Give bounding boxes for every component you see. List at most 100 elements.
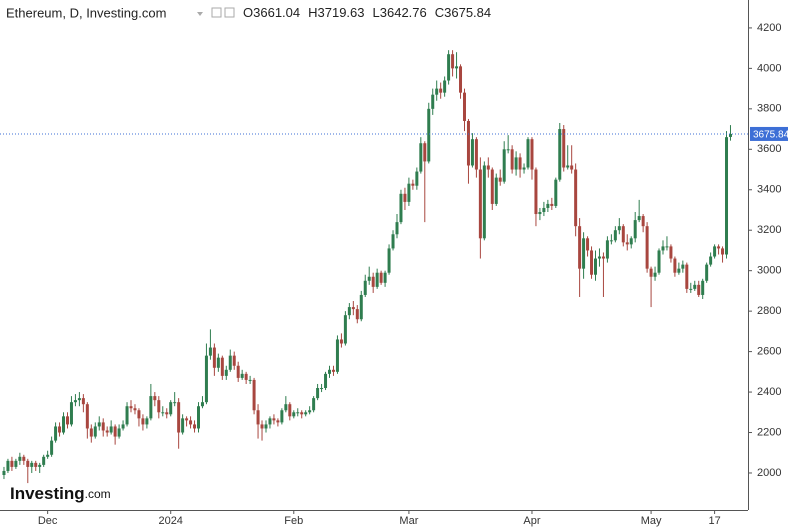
candle-body xyxy=(613,230,617,241)
candle-body xyxy=(137,410,141,419)
candle-body xyxy=(10,460,14,467)
y-tick-label: 2800 xyxy=(757,305,781,317)
settings-icon[interactable] xyxy=(224,7,235,18)
candle-body xyxy=(399,193,403,223)
candle-body xyxy=(653,272,657,277)
candle-body xyxy=(331,369,335,372)
candle-body xyxy=(288,404,292,417)
watermark: Investing.com xyxy=(10,484,111,503)
candle-body xyxy=(526,139,530,168)
candle-body xyxy=(26,460,30,467)
candle-body xyxy=(272,418,276,421)
candle-body xyxy=(403,193,407,202)
candle-body xyxy=(252,379,256,411)
candle-body xyxy=(637,216,641,221)
candle-body xyxy=(494,177,498,204)
candle-body xyxy=(455,66,459,69)
ohlc-value: 3642.76 xyxy=(380,5,427,20)
x-tick-label: Apr xyxy=(523,515,540,527)
candle-body xyxy=(534,169,538,215)
candle-body xyxy=(669,246,673,259)
candle-body xyxy=(419,143,423,172)
settings-icon[interactable] xyxy=(211,7,222,18)
candle-body xyxy=(89,428,93,437)
candle-body xyxy=(339,339,343,344)
candle-body xyxy=(54,426,58,441)
candle-body xyxy=(594,258,597,275)
candle-body xyxy=(633,220,637,239)
candle-body xyxy=(324,373,328,389)
candle-body xyxy=(629,238,633,245)
candle-body xyxy=(689,288,693,290)
candle-body xyxy=(197,406,200,429)
ohlc-readout: H3719.63 xyxy=(308,5,364,20)
y-tick-label: 3600 xyxy=(757,143,781,155)
candle-body xyxy=(117,428,121,437)
candle-body xyxy=(173,402,177,404)
candle-body xyxy=(256,410,260,425)
candle-body xyxy=(383,272,387,283)
candle-body xyxy=(97,422,101,427)
candle-body xyxy=(77,398,81,401)
candle-body xyxy=(713,246,717,257)
candle-body xyxy=(185,418,189,421)
candle-body xyxy=(2,470,6,476)
candle-body xyxy=(554,179,558,206)
candle-body xyxy=(661,246,665,251)
y-tick-label: 3800 xyxy=(757,103,781,115)
candle-body xyxy=(248,379,252,381)
candle-body xyxy=(558,129,562,180)
candle-body xyxy=(482,165,486,239)
candle-body xyxy=(240,373,244,378)
y-tick-label: 3400 xyxy=(757,184,781,196)
candle-body xyxy=(316,388,320,399)
candle-body xyxy=(625,242,629,245)
candle-body xyxy=(157,400,161,413)
candle-body xyxy=(232,355,236,366)
candle-body xyxy=(590,250,594,275)
candle-body xyxy=(709,256,713,265)
candle-body xyxy=(474,139,478,170)
candle-body xyxy=(443,80,447,93)
candle-body xyxy=(371,276,375,287)
candle-body xyxy=(586,238,590,251)
candle-body xyxy=(34,462,38,467)
last-price-label: 3675.84 xyxy=(753,130,788,141)
candle-body xyxy=(304,412,308,415)
candle-body xyxy=(125,406,129,425)
candle-body xyxy=(161,412,165,414)
candle-body xyxy=(351,307,355,310)
candle-body xyxy=(65,416,69,425)
candle-body xyxy=(538,212,542,215)
candle-body xyxy=(657,250,661,273)
y-tick-label: 4200 xyxy=(757,22,781,34)
candle-body xyxy=(165,412,169,415)
y-tick-label: 2600 xyxy=(757,346,781,358)
candle-body xyxy=(62,416,66,433)
candle-body xyxy=(514,157,518,170)
candle-body xyxy=(14,460,18,467)
candle-body xyxy=(216,357,220,368)
candle-body xyxy=(597,256,601,259)
candle-body xyxy=(562,129,566,168)
candle-body xyxy=(312,398,316,411)
candle-body xyxy=(121,424,125,429)
dropdown-icon[interactable] xyxy=(197,12,203,16)
candle-body xyxy=(30,462,34,467)
candle-layer xyxy=(2,50,732,484)
candle-body xyxy=(359,294,363,320)
x-tick-label: Mar xyxy=(399,515,418,527)
candle-body xyxy=(208,347,212,356)
candle-body xyxy=(308,410,312,413)
candle-body xyxy=(605,240,609,259)
candle-body xyxy=(451,54,455,69)
candle-body xyxy=(391,234,395,249)
candle-body xyxy=(645,226,649,269)
candle-body xyxy=(109,426,113,433)
candle-body xyxy=(141,418,145,425)
chart-title: Ethereum, D, Investing.com xyxy=(6,5,166,20)
candle-body xyxy=(260,424,264,429)
candle-body xyxy=(570,165,574,170)
candle-body xyxy=(93,426,97,437)
